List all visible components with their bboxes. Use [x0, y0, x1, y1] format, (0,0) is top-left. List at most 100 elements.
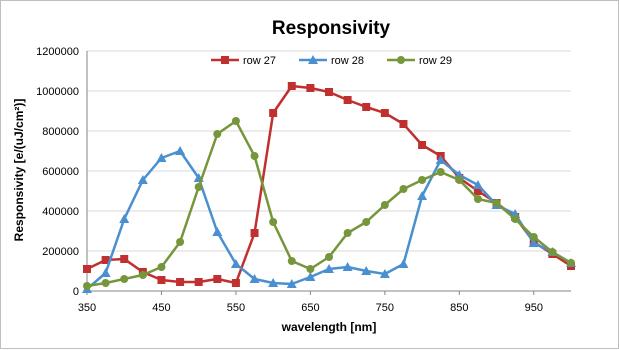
data-point [362, 218, 371, 226]
y-tick-label: 1000000 [36, 86, 79, 98]
y-tick-label: 600000 [42, 166, 79, 178]
data-point [83, 265, 91, 273]
legend: row 27 row 28 row 29 [211, 55, 452, 67]
x-tick-label: 550 [227, 302, 245, 314]
data-point [548, 248, 557, 256]
data-point [287, 257, 296, 265]
data-point [213, 130, 222, 138]
data-point [194, 183, 203, 191]
legend-label: row 29 [419, 55, 452, 67]
legend-swatch-marker [397, 56, 405, 64]
data-point [156, 153, 167, 162]
data-point [101, 256, 110, 264]
data-point [343, 229, 352, 237]
data-point [286, 279, 297, 288]
data-point [120, 255, 129, 263]
data-point [100, 268, 111, 277]
series-layer [82, 82, 576, 293]
legend-swatch-marker [221, 56, 229, 64]
x-tick-label: 850 [450, 302, 468, 314]
legend-item: row 29 [387, 55, 452, 67]
data-point [454, 170, 465, 179]
x-tick-label: 650 [301, 302, 319, 314]
x-tick-label: 950 [525, 302, 543, 314]
data-point [325, 88, 333, 96]
data-point [511, 215, 520, 223]
data-point [435, 155, 446, 164]
y-axis-label: Responsivity [e/(uJ/cm²)] [12, 99, 26, 242]
series-row-29 [83, 117, 575, 290]
legend-swatch-marker [308, 55, 318, 64]
y-tick-label: 400000 [42, 206, 79, 218]
data-point [528, 238, 539, 247]
data-point [231, 117, 240, 125]
data-point [473, 195, 482, 203]
x-axis-label: wavelength [nm] [281, 320, 377, 334]
data-point [418, 176, 427, 184]
data-point [379, 269, 390, 278]
y-tick-label: 1200000 [36, 46, 79, 58]
gridlines [87, 50, 571, 252]
legend-label: row 27 [243, 55, 276, 67]
data-point [529, 233, 538, 241]
data-point [137, 175, 148, 184]
data-point [212, 227, 223, 236]
y-tick-label: 0 [73, 286, 79, 298]
legend-item: row 28 [299, 55, 364, 67]
data-point [268, 278, 279, 287]
data-point [362, 103, 371, 111]
series-row-28 [82, 146, 576, 293]
data-point [361, 266, 372, 275]
data-point [472, 180, 483, 189]
data-point [101, 279, 110, 287]
data-point [342, 262, 353, 271]
x-tick-label: 450 [152, 302, 170, 314]
data-point [287, 82, 296, 90]
data-point [269, 218, 278, 226]
x-tick-label: 350 [78, 302, 96, 314]
data-point [567, 259, 575, 267]
data-point [380, 109, 389, 117]
data-point [455, 176, 464, 184]
data-point [230, 259, 241, 268]
data-point [399, 185, 408, 193]
data-point [305, 272, 316, 281]
legend-item: row 27 [211, 55, 276, 67]
data-point [119, 214, 130, 223]
axes [86, 51, 571, 295]
y-tick-label: 800000 [42, 126, 79, 138]
data-point [157, 276, 166, 284]
data-point [399, 120, 408, 128]
data-point [417, 191, 428, 200]
legend-label: row 28 [331, 55, 364, 67]
data-point [176, 238, 185, 246]
data-point [249, 274, 260, 283]
data-point [231, 279, 240, 287]
data-point [83, 282, 91, 290]
data-point [343, 96, 352, 104]
data-point [436, 168, 445, 176]
data-point [138, 271, 147, 279]
data-point [324, 264, 334, 273]
data-point [194, 278, 203, 286]
data-point [325, 253, 333, 261]
data-point [213, 275, 222, 283]
data-point [250, 229, 259, 237]
data-point [157, 263, 166, 271]
data-point [380, 201, 389, 209]
data-point [473, 187, 482, 195]
tick-labels: 0 200000 400000 600000 800000 1000000 1200000 3… [36, 46, 543, 314]
data-point [418, 141, 427, 149]
data-point [306, 265, 315, 273]
y-tick-label: 200000 [42, 246, 79, 258]
data-point [176, 278, 185, 286]
x-tick-label: 750 [376, 302, 394, 314]
chart-title: Responsivity [272, 18, 391, 39]
data-point [306, 84, 315, 92]
data-point [398, 259, 409, 268]
data-point [175, 146, 186, 155]
data-point [269, 109, 278, 117]
data-point [120, 275, 129, 283]
